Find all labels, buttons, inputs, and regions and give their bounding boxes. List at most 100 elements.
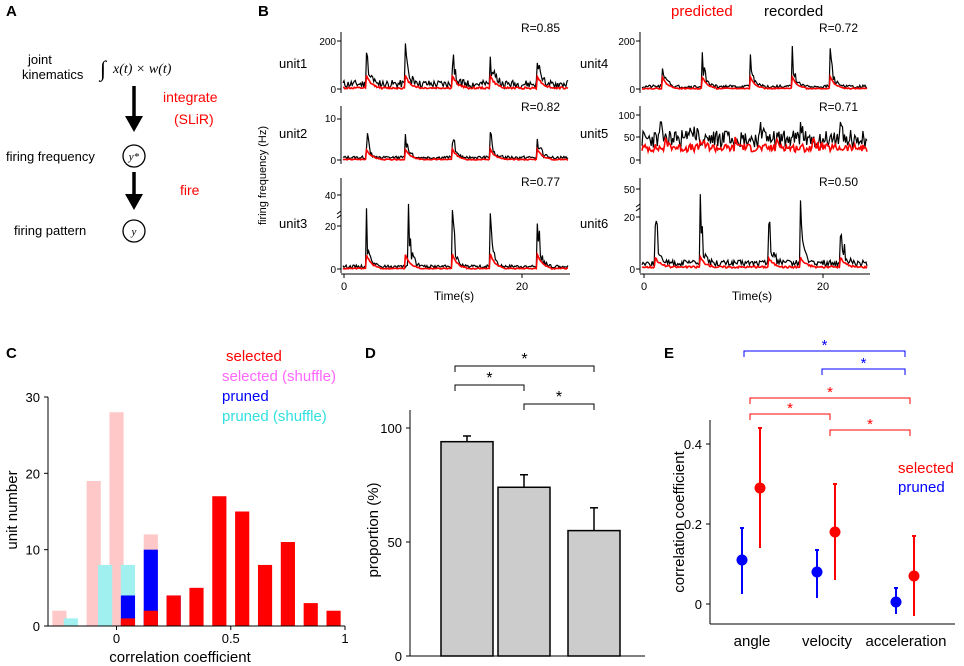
unit6-r: R=0.50 bbox=[819, 175, 858, 189]
e-significance-star: * bbox=[787, 400, 793, 417]
c-bar-selected bbox=[280, 542, 295, 626]
unit5-ytick-100: 100 bbox=[618, 111, 635, 122]
d-significance: * * * bbox=[454, 351, 595, 410]
unit3-predicted-trace bbox=[342, 251, 568, 270]
e-significance-bracket bbox=[743, 350, 906, 357]
unit4-label: unit4 bbox=[580, 56, 608, 71]
e-significance-star: * bbox=[861, 355, 867, 372]
e-significance-bracket bbox=[749, 397, 911, 404]
unit6-predicted-trace bbox=[641, 254, 868, 270]
panel-label-d: D bbox=[365, 345, 376, 362]
b-right-xlabel: Time(s) bbox=[732, 289, 772, 303]
c-ytick-label: 30 bbox=[26, 390, 40, 405]
c-bar-pruned-shuffle bbox=[63, 618, 78, 626]
d-significance-bracket bbox=[454, 384, 525, 391]
e-significance-bracket bbox=[821, 368, 906, 375]
c-ytick-label: 10 bbox=[26, 543, 40, 558]
c-bar-selected bbox=[257, 564, 273, 626]
slir-label: (SLiR) bbox=[174, 111, 214, 127]
c-bar-selected bbox=[212, 496, 227, 626]
e-selected-point bbox=[829, 526, 841, 538]
y-text: y bbox=[131, 226, 137, 238]
d-significance-bracket bbox=[454, 365, 595, 372]
e-significance-bracket bbox=[829, 429, 911, 436]
integrate-arrow bbox=[125, 86, 143, 132]
fire-arrow bbox=[125, 172, 143, 210]
c-bar-pruned-shuffle bbox=[98, 564, 113, 626]
panel-label-c: C bbox=[6, 345, 17, 362]
c-bar-selected bbox=[143, 610, 158, 626]
e-significance-star: * bbox=[822, 337, 828, 354]
b-ylabel: firing frequency (Hz) bbox=[257, 126, 269, 225]
firing-frequency-label: firing frequency bbox=[6, 149, 95, 164]
unit6-ytick-50: 50 bbox=[624, 185, 636, 196]
d-category-label: velocity bbox=[499, 664, 550, 666]
d-ticks: 0 50 100 bbox=[380, 421, 410, 664]
unit4-r: R=0.72 bbox=[819, 21, 858, 35]
unit3-ytick-40: 40 bbox=[325, 191, 337, 202]
e-selected-point bbox=[754, 482, 766, 494]
fire-label: fire bbox=[180, 182, 200, 198]
c-bar-selected bbox=[303, 603, 318, 626]
unit5-r: R=0.71 bbox=[819, 100, 858, 114]
unit5-label: unit5 bbox=[580, 126, 608, 141]
c-legend-pruned-shuffle: pruned (shuffle) bbox=[222, 408, 327, 425]
e-category-label: angle bbox=[734, 633, 771, 650]
unit6-axis-break bbox=[635, 203, 641, 212]
d-category-label: acceleration bbox=[554, 664, 635, 666]
b-left-xtick-0: 0 bbox=[341, 281, 347, 293]
joint-kinematics-label-2: kinematics bbox=[22, 67, 84, 82]
c-bar-selected-shuffle bbox=[86, 480, 101, 626]
unit4-trace-panel: unit4 R=0.72 200 0 bbox=[580, 21, 868, 96]
joint-kinematics-label-1: joint bbox=[27, 52, 52, 67]
unit5-trace-panel: unit5 R=0.71 100 50 0 bbox=[580, 100, 868, 167]
unit3-recorded-trace bbox=[342, 203, 569, 270]
d-bar-angle bbox=[440, 440, 494, 657]
e-category-label: velocity bbox=[802, 633, 853, 650]
d-significance-bracket bbox=[523, 403, 595, 410]
e-pruned-point bbox=[890, 596, 902, 608]
unit2-ytick-max: 10 bbox=[325, 114, 337, 125]
unit3-ytick-20: 20 bbox=[325, 222, 337, 233]
c-legend-pruned: pruned bbox=[222, 388, 269, 405]
e-significance-bracket bbox=[749, 413, 831, 420]
panel-label-e: E bbox=[664, 345, 674, 362]
d-significance-star: * bbox=[556, 389, 562, 406]
unit6-ytick-20: 20 bbox=[624, 213, 636, 224]
b-left-xtick-20: 20 bbox=[516, 281, 528, 293]
unit1-predicted-trace bbox=[342, 73, 569, 91]
c-bar-pruned bbox=[143, 549, 158, 626]
b-right-xaxis: 0 20 Time(s) bbox=[640, 273, 870, 303]
unit1-ytick-0: 0 bbox=[330, 85, 336, 96]
e-significance-star: * bbox=[867, 416, 873, 433]
unit1-recorded-trace bbox=[342, 43, 569, 90]
e-points bbox=[736, 427, 920, 616]
d-significance-star: * bbox=[521, 351, 527, 368]
unit5-recorded-trace bbox=[641, 121, 868, 149]
d-bars: angle velocity acceleration bbox=[440, 435, 635, 666]
y-star-text: y* bbox=[128, 151, 140, 163]
unit2-r: R=0.82 bbox=[521, 100, 560, 114]
e-significance: * * * * * bbox=[743, 337, 911, 436]
d-category-label: angle bbox=[449, 664, 486, 666]
unit4-predicted-trace bbox=[642, 73, 868, 91]
e-ytick-label: 0.4 bbox=[684, 437, 702, 452]
b-left-xaxis: 0 20 Time(s) bbox=[341, 273, 570, 303]
d-ytick-label: 50 bbox=[388, 535, 402, 550]
e-pruned-point bbox=[736, 554, 748, 566]
e-ytick-label: 0 bbox=[695, 597, 702, 612]
integral-sign: ∫ bbox=[98, 56, 108, 82]
unit1-ytick-max: 200 bbox=[319, 37, 336, 48]
integrate-label: integrate bbox=[163, 89, 218, 105]
d-ylabel: proportion (%) bbox=[365, 482, 382, 577]
c-bar-selected bbox=[326, 610, 341, 626]
unit4-recorded-trace bbox=[641, 45, 868, 90]
e-legend-pruned: pruned bbox=[898, 479, 945, 496]
panel-c: C selected selected (shuffle) pruned pru… bbox=[4, 345, 349, 666]
unit2-recorded-trace bbox=[342, 132, 569, 161]
legend-recorded: recorded bbox=[764, 3, 823, 20]
firing-pattern-label: firing pattern bbox=[14, 223, 86, 238]
unit6-recorded-trace bbox=[641, 194, 868, 269]
e-pruned-point bbox=[811, 566, 823, 578]
integral-expression: x(t) × w(t) bbox=[112, 62, 172, 77]
